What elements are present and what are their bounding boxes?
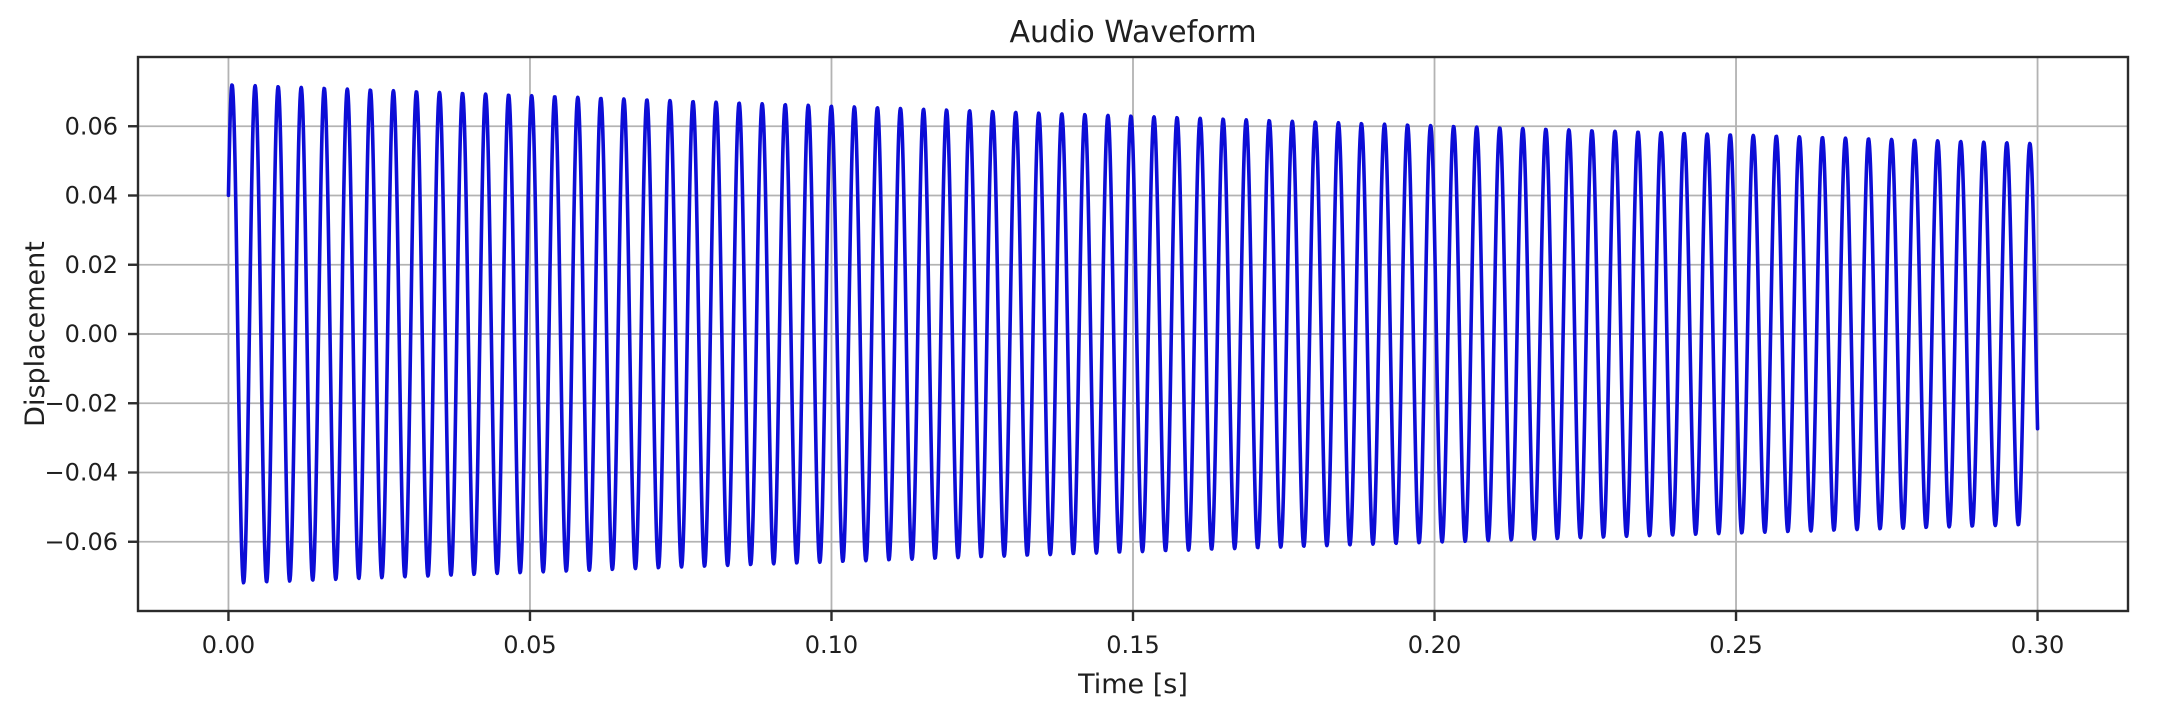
- x-axis-label: Time [s]: [1077, 669, 1188, 700]
- x-tick-label: 0.15: [1106, 631, 1159, 659]
- y-tick-label: 0.04: [65, 182, 118, 210]
- y-axis-label: Displacement: [20, 241, 51, 427]
- x-tick-label: 0.20: [1408, 631, 1461, 659]
- x-tick-label: 0.10: [805, 631, 858, 659]
- y-tick-label: 0.00: [65, 320, 118, 348]
- chart-title: Audio Waveform: [1009, 15, 1256, 50]
- x-tick-label: 0.00: [202, 631, 255, 659]
- x-tick-label: 0.30: [2011, 631, 2064, 659]
- x-tick-label: 0.25: [1709, 631, 1762, 659]
- x-axis-ticks: 0.00 0.05 0.10 0.15 0.20 0.25 0.30: [202, 611, 2064, 659]
- y-tick-label: 0.06: [65, 112, 118, 140]
- x-tick-label: 0.05: [503, 631, 556, 659]
- y-tick-label: −0.06: [44, 528, 118, 556]
- y-axis-ticks: 0.06 0.04 0.02 0.00 −0.02 −0.04 −0.06: [44, 112, 138, 556]
- y-tick-label: 0.02: [65, 251, 118, 279]
- y-tick-label: −0.04: [44, 459, 118, 487]
- y-tick-label: −0.02: [44, 389, 118, 417]
- waveform-line: [226, 83, 2040, 585]
